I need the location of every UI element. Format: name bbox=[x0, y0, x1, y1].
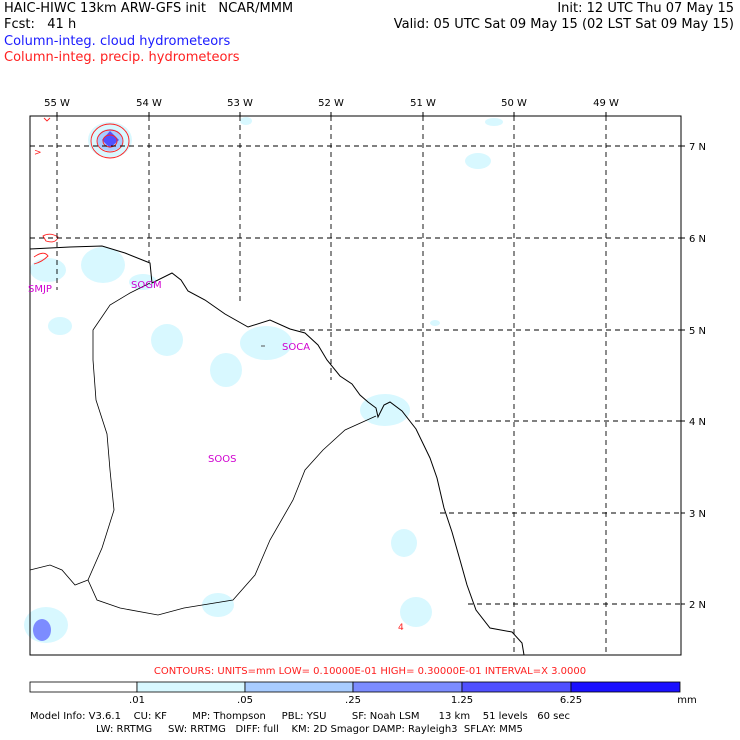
plot-frame bbox=[29, 115, 682, 656]
contours-info: CONTOURS: UNITS=mm LOW= 0.10000E-01 HIGH… bbox=[153, 666, 587, 677]
lat-label: 4 N bbox=[689, 417, 706, 428]
valid-time: Valid: 05 UTC Sat 09 May 15 (02 LST Sat … bbox=[393, 17, 734, 32]
station-label-soos: SOOS bbox=[208, 454, 236, 465]
cloud-fill-patches bbox=[24, 117, 503, 643]
station-label-soca: SOCA bbox=[282, 342, 310, 353]
precip-contours bbox=[33, 117, 130, 265]
lat-label: 7 N bbox=[689, 142, 706, 153]
model-info-line2: LW: RRTMG SW: RRTMG DIFF: full KM: 2D Sm… bbox=[96, 724, 523, 735]
lon-label: 53 W bbox=[227, 98, 253, 109]
station-label-sogm: SOGM bbox=[131, 280, 162, 291]
model-info-line1: Model Info: V3.6.1 CU: KF MP: Thompson P… bbox=[30, 711, 570, 722]
lon-label: 50 W bbox=[501, 98, 527, 109]
lon-label: 51 W bbox=[410, 98, 436, 109]
graticule bbox=[30, 116, 681, 655]
station-label-smjp: SMJP bbox=[28, 284, 52, 295]
lat-label: 5 N bbox=[689, 326, 706, 337]
lat-label: 2 N bbox=[689, 600, 706, 611]
coastline bbox=[29, 245, 525, 656]
lon-label: 49 W bbox=[593, 98, 619, 109]
legend-precip: Column-integ. precip. hydrometeors bbox=[4, 50, 240, 65]
colorbar-label: .25 bbox=[345, 695, 361, 706]
lon-label: 54 W bbox=[136, 98, 162, 109]
forecast-hour: Fcst: 41 h bbox=[4, 17, 77, 32]
colorbar bbox=[29, 681, 681, 693]
country-borders bbox=[29, 282, 377, 616]
colorbar-label: 6.25 bbox=[559, 695, 583, 706]
lat-label: 3 N bbox=[689, 509, 706, 520]
colorbar-label: .05 bbox=[237, 695, 253, 706]
lon-label: 55 W bbox=[44, 98, 70, 109]
legend-cloud: Column-integ. cloud hydrometeors bbox=[4, 34, 231, 49]
colorbar-label: 1.25 bbox=[450, 695, 474, 706]
contour-mark: 4 bbox=[398, 623, 404, 633]
contour-mark: > bbox=[34, 148, 42, 158]
colorbar-units: mm bbox=[677, 695, 697, 706]
lon-label: 52 W bbox=[318, 98, 344, 109]
plot-title: HAIC-HIWC 13km ARW-GFS init NCAR/MMM bbox=[4, 1, 294, 16]
lat-label: 6 N bbox=[689, 234, 706, 245]
tick-marks bbox=[56, 112, 685, 605]
colorbar-label: .01 bbox=[129, 695, 145, 706]
init-time: Init: 12 UTC Thu 07 May 15 bbox=[557, 1, 734, 16]
